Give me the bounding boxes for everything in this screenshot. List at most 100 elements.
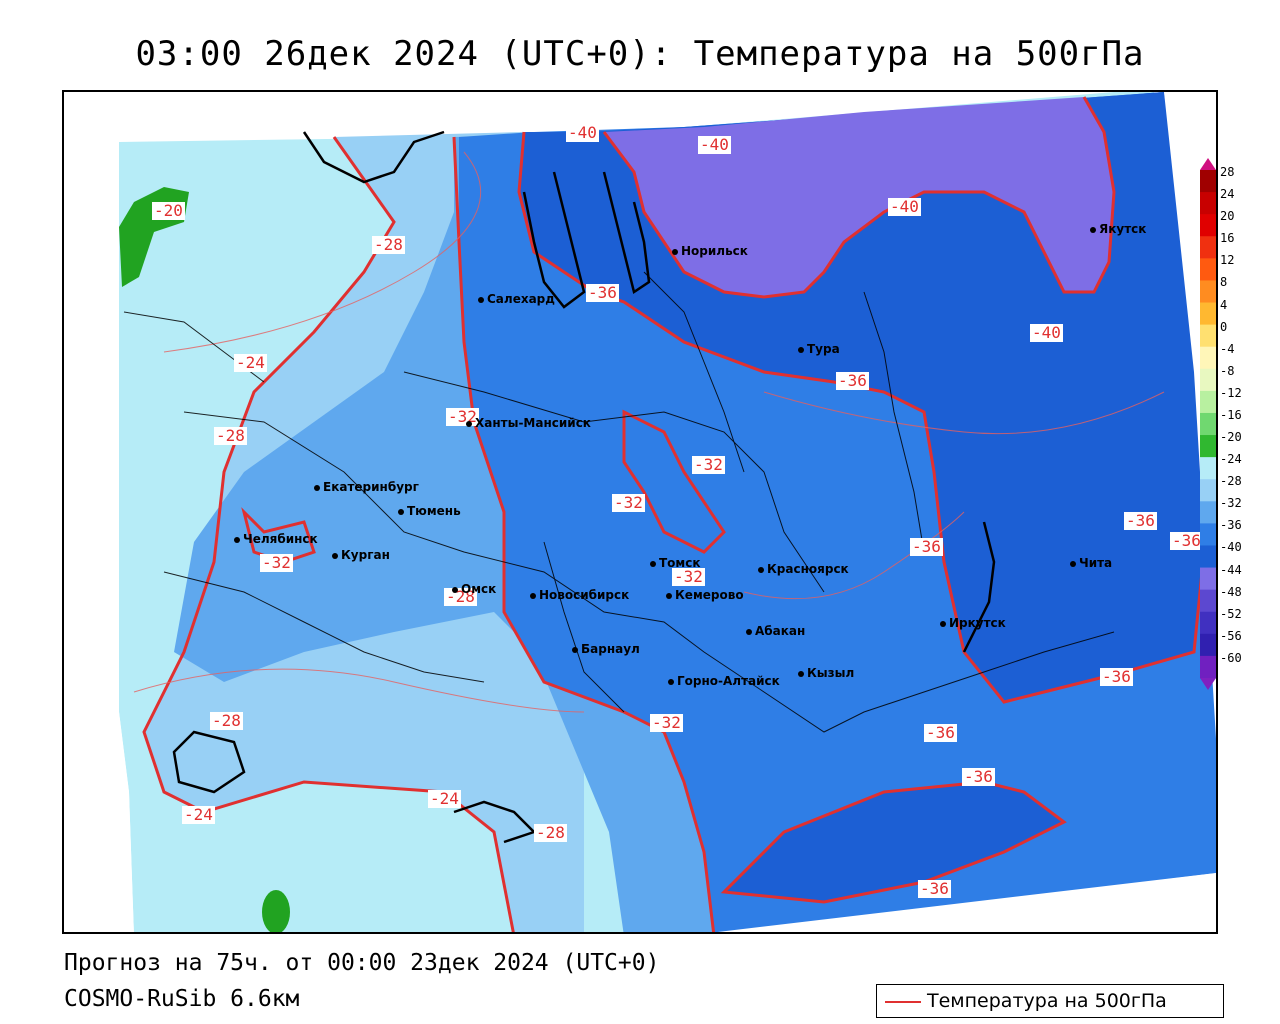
contour-label: -36 [1124, 511, 1157, 530]
coastlines [172, 130, 996, 844]
contour-label: -28 [372, 235, 405, 254]
contour-label: -28 [210, 711, 243, 730]
color-scale-label: 20 [1220, 209, 1235, 224]
contour-label: -32 [692, 455, 725, 474]
forecast-info: Прогноз на 75ч. от 00:00 23дек 2024 (UTC… [64, 950, 660, 976]
color-scale-cell [1200, 479, 1216, 502]
color-scale-label: -20 [1220, 430, 1242, 445]
color-scale-cell [1200, 192, 1216, 215]
color-scale-cell [1200, 390, 1216, 414]
region-borders [123, 271, 1115, 733]
contour-label: -36 [910, 537, 943, 556]
legend-line-swatch [885, 1001, 921, 1003]
city-marker: Кызыл [798, 666, 854, 680]
contour-label: -32 [672, 567, 705, 586]
city-marker: Курган [332, 548, 390, 562]
city-marker: Абакан [746, 624, 805, 638]
city-marker: Томск [650, 556, 701, 570]
color-scale-label: -28 [1220, 474, 1242, 489]
contour-label: -40 [1030, 323, 1063, 342]
color-scale-label: -56 [1220, 628, 1242, 643]
color-scale-cell [1200, 170, 1216, 193]
city-marker: Тура [798, 342, 840, 356]
city-marker: Челябинск [234, 532, 318, 546]
color-scale-cell [1200, 567, 1216, 591]
color-scale-cell [1200, 611, 1216, 635]
color-scale-label: 12 [1220, 253, 1235, 268]
color-scale-cell [1200, 236, 1216, 259]
color-scale-label: -36 [1220, 518, 1242, 533]
contour-label: -24 [428, 789, 461, 808]
city-marker: Тюмень [398, 504, 461, 518]
city-marker: Красноярск [758, 562, 849, 576]
city-marker: Екатеринбург [314, 480, 419, 494]
color-scale-label: -4 [1220, 341, 1235, 356]
color-scale-label: 24 [1220, 187, 1235, 202]
color-scale-cell [1200, 346, 1216, 370]
contour-label: -36 [586, 283, 619, 302]
legend: Температура на 500гПа [876, 984, 1224, 1018]
contour-label: -32 [650, 713, 683, 732]
contour-label: -36 [836, 371, 869, 390]
contour-label: -36 [918, 879, 951, 898]
city-marker: Новосибирск [530, 588, 629, 602]
color-scale: 28 24 20 16 12 8 4 0 -4 -8 -12 -16 -20 -24 -28 -32 -36 -4… [1198, 158, 1258, 690]
map-title: 03:00 26дек 2024 (UTC+0): Температура на… [135, 34, 1145, 74]
color-scale-label: -48 [1220, 584, 1242, 599]
contour-label: -32 [612, 493, 645, 512]
color-scale-cell [1200, 324, 1216, 348]
contour-label: -32 [260, 553, 293, 572]
color-scale-cell [1200, 280, 1216, 304]
color-scale-cell [1200, 214, 1216, 237]
contour-label: -40 [888, 197, 921, 216]
color-scale-label: 28 [1220, 165, 1235, 179]
contour-label: -36 [924, 723, 957, 742]
color-scale-label: -16 [1220, 407, 1242, 422]
isotherms [142, 96, 1216, 932]
color-scale-cell [1200, 589, 1216, 613]
city-marker: Горно-Алтайск [668, 674, 780, 688]
city-marker: Барнаул [572, 642, 640, 656]
color-scale-cell [1200, 368, 1216, 392]
contour-label: -36 [1170, 531, 1203, 550]
color-scale-cell [1200, 412, 1216, 436]
contour-label: -28 [534, 823, 567, 842]
contour-label: -20 [152, 201, 185, 220]
color-scale-bar [1200, 158, 1216, 690]
color-scale-label: 8 [1220, 275, 1228, 290]
contour-label: -24 [182, 805, 215, 824]
color-scale-cell [1200, 633, 1216, 657]
contour-label: -24 [234, 353, 267, 372]
color-scale-label: -12 [1220, 385, 1242, 400]
legend-label: Температура на 500гПа [927, 990, 1167, 1012]
temperature-field [64, 92, 1216, 932]
color-scale-label: -8 [1220, 363, 1235, 378]
city-marker: Кемерово [666, 588, 744, 602]
city-marker: Иркутск [940, 616, 1006, 630]
color-scale-cell [1200, 435, 1216, 458]
color-scale-label: -24 [1220, 452, 1242, 467]
city-marker: Ханты-Мансийск [466, 416, 591, 430]
color-scale-label: -32 [1220, 496, 1242, 511]
contour-label: -40 [698, 135, 731, 154]
city-marker: Омск [452, 582, 496, 596]
color-scale-cell [1200, 523, 1216, 546]
model-info: COSMO-RuSib 6.6км [64, 986, 300, 1012]
color-scale-cell [1200, 258, 1216, 281]
city-marker: Норильск [672, 244, 748, 258]
color-scale-cell [1200, 655, 1216, 679]
contour-label: -36 [962, 767, 995, 786]
color-scale-cell [1200, 457, 1216, 480]
city-marker: Салехард [478, 292, 555, 306]
zone-minus16-20-south [262, 890, 290, 932]
color-scale-label: -52 [1220, 606, 1242, 621]
color-scale-label: 16 [1220, 231, 1235, 246]
color-scale-cell [1200, 545, 1216, 569]
contour-label: -28 [214, 426, 247, 445]
zone-minus40-44 [604, 97, 1114, 297]
color-scale-label: 0 [1220, 319, 1228, 334]
color-scale-cell [1200, 302, 1216, 326]
contour-label: -36 [1100, 667, 1133, 686]
city-marker: Чита [1070, 556, 1112, 570]
color-scale-label: -60 [1220, 650, 1242, 665]
